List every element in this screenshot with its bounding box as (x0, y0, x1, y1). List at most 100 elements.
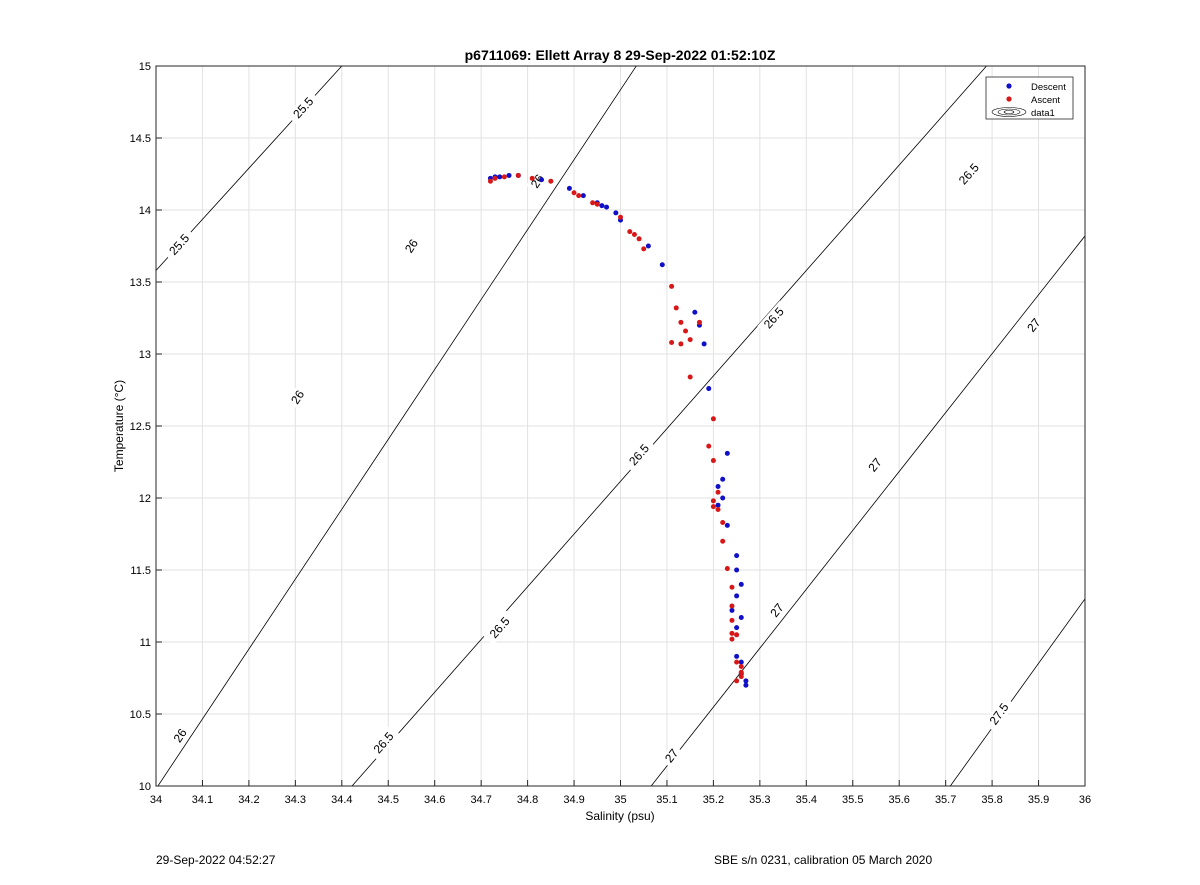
x-tick-label: 35.3 (749, 794, 770, 806)
ascent-point (636, 236, 642, 242)
contour-label-bg (367, 725, 401, 761)
x-tick-label: 35.7 (935, 794, 956, 806)
ascent-point (729, 584, 735, 590)
x-tick-label: 35.2 (703, 794, 724, 806)
ascent-point (738, 663, 744, 669)
ascent-point (576, 193, 582, 199)
y-tick-label: 14.5 (130, 133, 151, 145)
legend-box (985, 76, 1074, 120)
descent-point (734, 553, 740, 559)
x-tick-label: 34.5 (378, 794, 399, 806)
descent-point (743, 678, 749, 684)
legend-descent-marker (1006, 83, 1012, 89)
ascent-point (529, 175, 535, 181)
x-tick-label: 34.6 (424, 794, 445, 806)
density-contour-27.5 (949, 598, 1085, 786)
ascent-point (492, 175, 498, 181)
descent-point (566, 185, 572, 191)
x-tick-label: 34.7 (470, 794, 491, 806)
contour-label-bg (765, 598, 789, 623)
ascent-point (738, 674, 744, 680)
descent-point (506, 172, 512, 178)
contour-label-bg (400, 233, 423, 259)
ascent-point (734, 632, 740, 638)
ascent-point (618, 214, 623, 220)
axis-ticks: 34 34.1 34.2 34.3 34.4 34.5 34.6 34.7 34.8 34.9 35… (130, 61, 1092, 806)
ascent-point (641, 246, 647, 252)
ascent-point (696, 319, 702, 325)
contour-group: 25.525.52626262626.526.526.526.526.52727… (156, 66, 1085, 786)
ascent-point (687, 374, 693, 380)
x-tick-label: 35.5 (842, 794, 863, 806)
ascent-point (571, 190, 577, 196)
x-tick-label: 35.8 (981, 794, 1002, 806)
ascent-point (678, 341, 684, 347)
descent-point (720, 495, 726, 501)
descent-point (720, 476, 726, 482)
ascent-point (710, 416, 716, 422)
y-tick-label: 13 (139, 349, 151, 361)
descent-point (729, 607, 735, 613)
y-tick-label: 13.5 (130, 277, 151, 289)
x-axis-label: Salinity (psu) (585, 809, 654, 823)
y-tick-label: 12.5 (130, 421, 151, 433)
footer-calibration: SBE s/n 0231, calibration 05 March 2020 (714, 853, 933, 867)
contour-label-bg (483, 610, 517, 645)
contour-label-bg (952, 156, 986, 192)
ascent-point (715, 507, 721, 513)
descent-point (734, 653, 740, 659)
ascent-point (683, 328, 689, 334)
descent-point (497, 174, 503, 180)
contour-label-bg (168, 723, 192, 748)
ascent-point (729, 630, 735, 636)
descent-point (706, 386, 712, 392)
footer-timestamp: 29-Sep-2022 04:52:27 (156, 853, 276, 867)
descent-point (659, 262, 665, 268)
density-contours: 25.525.52626262626.526.526.526.526.52727… (156, 66, 1085, 786)
ascent-point (729, 603, 735, 609)
ascent-point (706, 443, 712, 449)
legend: Descent Ascent data1 (985, 76, 1074, 120)
x-tick-label: 34.8 (517, 794, 538, 806)
ascent-point (729, 636, 735, 642)
ascent-point (487, 178, 493, 184)
ascent-point (710, 504, 716, 510)
descent-point (645, 243, 651, 249)
contour-label-bg (286, 90, 320, 126)
ascent-point (710, 458, 716, 464)
descent-point (580, 193, 586, 199)
legend-ascent-marker (1006, 96, 1012, 102)
ascent-point (715, 489, 721, 495)
ascent-point (710, 498, 716, 504)
ascent-point (673, 305, 679, 311)
density-contour-26.5 (351, 66, 987, 786)
x-tick-label: 34.3 (285, 794, 306, 806)
contour-label-bg (659, 743, 684, 768)
x-tick-label: 35.6 (888, 794, 909, 806)
ascent-point (687, 337, 693, 343)
ascent-point (734, 678, 740, 684)
descent-point (734, 567, 740, 573)
ascent-point (669, 339, 675, 345)
x-tick-label: 35.9 (1028, 794, 1049, 806)
ascent-point (548, 178, 554, 184)
contour-label-bg (622, 437, 656, 473)
y-axis-label: Temperature (°C) (112, 380, 126, 472)
descent-point (734, 625, 740, 631)
x-tick-label: 34.9 (563, 794, 584, 806)
ascent-point (734, 659, 740, 665)
descent-point (715, 502, 721, 508)
y-tick-label: 15 (139, 61, 151, 73)
y-tick-label: 10 (139, 781, 151, 793)
descent-point (715, 483, 721, 489)
x-tick-label: 35 (614, 794, 626, 806)
ascent-point (501, 174, 507, 180)
chart-title: p6711069: Ellett Array 8 29-Sep-2022 01:… (465, 47, 776, 63)
legend-descent-label: Descent (1031, 82, 1066, 93)
descent-point (743, 682, 749, 688)
y-tick-label: 11 (140, 637, 151, 649)
ascent-point (594, 201, 600, 207)
y-tick-label: 11.5 (130, 565, 151, 577)
legend-ascent-label: Ascent (1031, 95, 1060, 106)
